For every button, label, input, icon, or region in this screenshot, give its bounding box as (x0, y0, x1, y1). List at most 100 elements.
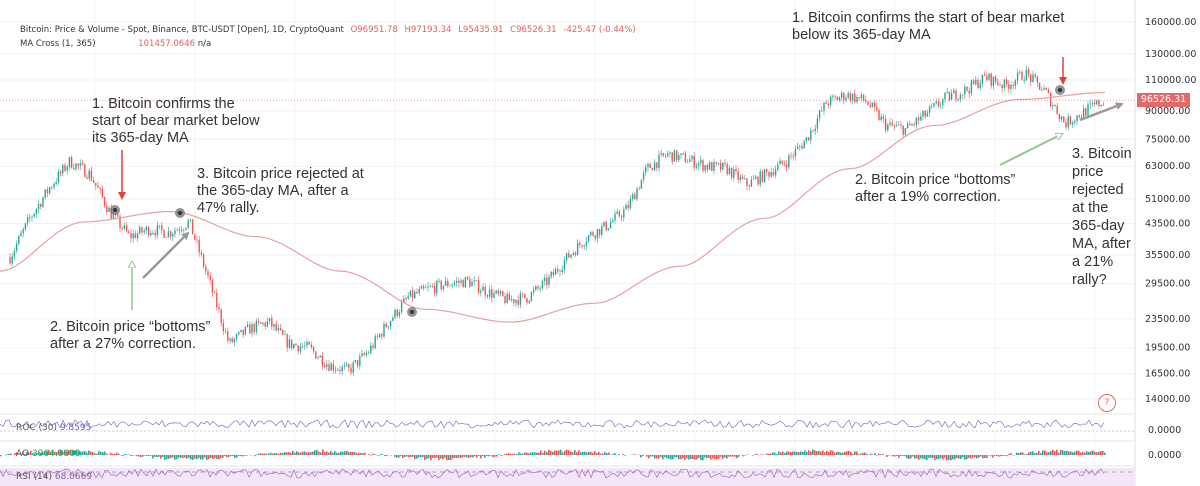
ao-bar (796, 452, 798, 455)
candle (642, 172, 645, 180)
candle (363, 353, 365, 355)
ao-bar (1058, 452, 1060, 455)
candle (493, 292, 495, 298)
ao-bar (1104, 452, 1106, 455)
candle (706, 165, 709, 170)
ao-bar (260, 453, 262, 455)
ao-bar (456, 455, 458, 459)
ao-bar (466, 455, 468, 458)
candle (158, 225, 161, 227)
candle (812, 130, 814, 132)
candle (156, 225, 159, 236)
ao-bar (52, 451, 54, 455)
candle (57, 171, 60, 183)
ao-bar (484, 455, 486, 458)
ao-bar (378, 455, 380, 456)
candle (90, 170, 93, 181)
candle (438, 280, 440, 282)
ao-bar (924, 455, 926, 460)
ao-bar (910, 455, 912, 459)
ao-bar (1036, 453, 1038, 455)
candle (508, 294, 511, 301)
ao-bar (1088, 451, 1090, 455)
ao-bar (476, 455, 478, 458)
ao-bar (290, 452, 292, 455)
candle (788, 155, 790, 168)
candle (178, 229, 181, 231)
candle (959, 94, 962, 100)
ao-bar (778, 451, 780, 455)
ao-bar (594, 451, 596, 455)
candle (1058, 113, 1061, 120)
ao-bar (306, 452, 308, 455)
candle (895, 125, 898, 126)
ao-bar (160, 455, 162, 459)
candle (807, 137, 810, 141)
ao-bar (810, 451, 812, 455)
ao-bar (550, 450, 552, 455)
ao-bar (592, 452, 594, 455)
candle (400, 302, 403, 313)
ao-bar (370, 455, 372, 456)
ao-bar (442, 455, 444, 460)
candle (11, 256, 13, 264)
candle (125, 225, 128, 232)
candle (702, 160, 704, 171)
candle (229, 338, 231, 341)
annotation-right-2: 2. Bitcoin price “bottoms” after a 19% c… (855, 172, 1016, 205)
candle (519, 293, 522, 305)
candle (832, 96, 834, 98)
help-icon[interactable]: ? (1098, 394, 1116, 412)
ao-bar (950, 455, 952, 461)
ao-bar (820, 451, 822, 455)
ao-bar (346, 450, 348, 455)
candle (572, 252, 574, 255)
ao-bar (326, 451, 328, 455)
candle (656, 162, 658, 168)
candle (31, 216, 33, 218)
candle (992, 76, 995, 86)
candle (130, 232, 132, 239)
candle (928, 106, 931, 113)
candle (92, 180, 95, 183)
ao-bar (54, 451, 56, 455)
ao-bar (94, 453, 96, 455)
candle (662, 153, 665, 156)
candle (414, 291, 416, 298)
ao-bar (804, 450, 806, 455)
ao-bar (454, 455, 456, 458)
candle (570, 254, 572, 258)
ao-bar (920, 455, 922, 459)
ao-bar (132, 455, 134, 456)
ao-bar (916, 455, 918, 459)
ao-bar (212, 455, 214, 459)
candle (790, 155, 792, 157)
candle (211, 279, 214, 293)
ao-bar (1098, 451, 1100, 455)
candle (238, 331, 240, 335)
candle (1008, 84, 1010, 89)
candle (73, 167, 75, 170)
ao-bar (736, 455, 738, 459)
candle (103, 197, 106, 206)
candle (1025, 69, 1028, 81)
candle (381, 334, 383, 337)
candle (961, 94, 964, 96)
ao-bar (422, 455, 424, 458)
ao-bar (342, 451, 344, 455)
ao-bar (122, 455, 124, 457)
ao-bar (842, 452, 844, 455)
candle (334, 369, 337, 371)
annotation-left-2: 2. Bitcoin price “bottoms” after a 27% c… (50, 319, 211, 352)
ao-bar (1002, 455, 1004, 457)
ao-bar (298, 452, 300, 455)
candle (722, 162, 724, 170)
candle (141, 227, 143, 233)
ao-bar (572, 452, 574, 455)
ao-bar (234, 455, 236, 459)
candle (209, 275, 211, 280)
ao-bar (1006, 455, 1008, 457)
candle (667, 153, 669, 156)
candle (686, 161, 689, 163)
